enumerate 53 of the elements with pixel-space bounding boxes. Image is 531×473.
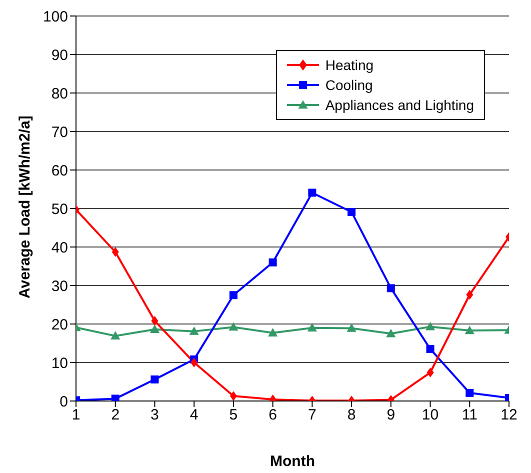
y-tick-label: 10 xyxy=(51,354,68,372)
point xyxy=(112,247,119,257)
point xyxy=(464,326,474,334)
x-tick-label: 2 xyxy=(111,406,120,424)
x-tick-label: 10 xyxy=(422,406,439,424)
y-tick-label: 20 xyxy=(51,316,68,334)
point xyxy=(151,316,158,326)
y-tick-label: 100 xyxy=(42,8,68,26)
point xyxy=(150,375,159,384)
point xyxy=(466,290,474,300)
point xyxy=(426,368,434,378)
point xyxy=(111,394,120,401)
y-tick-label: 50 xyxy=(51,200,68,218)
x-tick-label: 7 xyxy=(308,406,316,424)
point xyxy=(189,326,199,335)
y-tick-label: 70 xyxy=(51,124,68,141)
x-axis-title: Month xyxy=(270,453,315,470)
point xyxy=(386,328,396,338)
point xyxy=(307,323,317,332)
y-tick-label: 40 xyxy=(51,239,68,256)
point xyxy=(348,208,356,216)
legend-label: Cooling xyxy=(325,76,373,95)
point xyxy=(466,388,474,397)
point xyxy=(228,322,238,331)
x-tick-label: 9 xyxy=(386,406,396,424)
point xyxy=(426,345,434,354)
x-tick-label: 12 xyxy=(500,406,518,424)
point xyxy=(190,358,198,368)
x-tick-label: 6 xyxy=(268,406,277,424)
y-tick-label: 30 xyxy=(51,278,68,295)
x-tick-label: 5 xyxy=(229,406,238,424)
point xyxy=(346,323,356,332)
x-tick-label: 1 xyxy=(72,406,80,424)
point xyxy=(229,291,238,300)
x-tick-label: 4 xyxy=(190,406,198,424)
point xyxy=(268,328,278,336)
x-tick-label: 3 xyxy=(150,406,159,424)
point xyxy=(386,284,395,292)
x-tick-label: 11 xyxy=(462,406,478,424)
legend-label: Heating xyxy=(325,56,374,75)
y-tick-label: 80 xyxy=(51,85,68,102)
point xyxy=(308,188,316,197)
point xyxy=(425,322,436,330)
y-axis-title: Average Load [kWh/m2/a] xyxy=(16,116,34,298)
y-tick-label: 0 xyxy=(60,393,68,410)
x-tick-label: 8 xyxy=(347,406,356,424)
point xyxy=(110,331,120,340)
point xyxy=(230,391,237,401)
legend-label: Appliances and Lighting xyxy=(325,96,474,115)
y-tick-label: 60 xyxy=(51,162,68,180)
point xyxy=(268,258,277,266)
y-tick-label: 90 xyxy=(51,46,68,64)
point xyxy=(150,324,160,333)
